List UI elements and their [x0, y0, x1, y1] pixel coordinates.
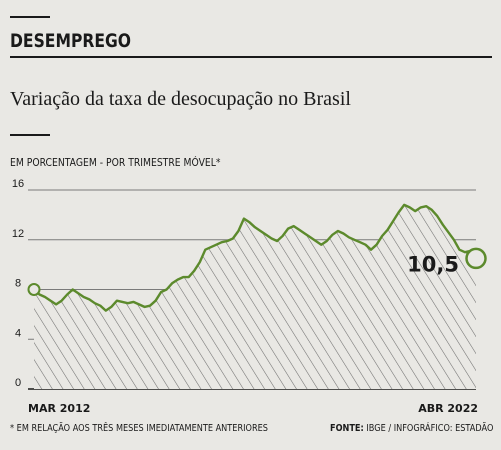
last-value-label: 10,5 — [407, 252, 459, 276]
end-point-marker — [465, 247, 487, 270]
y-tick-label-4: 4 — [15, 327, 21, 339]
source-credit: FONTE: IBGE / INFOGRÁFICO: ESTADÃO — [330, 423, 493, 434]
section-underline — [10, 56, 492, 58]
headline-rule — [10, 134, 50, 136]
series-line — [32, 203, 478, 312]
chart-headline: Variação da taxa de desocupação no Brasi… — [10, 88, 351, 110]
x-axis-end-label: ABR 2022 — [418, 402, 478, 415]
area-fill — [34, 204, 476, 389]
y-tick-label-12: 12 — [12, 228, 24, 240]
y-tick-label-8: 8 — [15, 278, 21, 290]
y-tick-label-0: 0 — [15, 377, 21, 389]
start-point-marker — [27, 283, 41, 296]
section-label: DESEMPREGO — [10, 30, 132, 52]
source-label: FONTE: — [330, 423, 364, 434]
x-axis-start-label: MAR 2012 — [28, 402, 90, 415]
y-tick-label-16: 16 — [12, 178, 24, 190]
top-rule — [10, 16, 50, 18]
footnote: * EM RELAÇÃO AOS TRÊS MESES IMEDIATAMENT… — [10, 423, 268, 434]
footnote-text: * EM RELAÇÃO AOS TRÊS MESES IMEDIATAMENT… — [10, 423, 268, 434]
unit-label: EM PORCENTAGEM - POR TRIMESTRE MÓVEL* — [10, 157, 221, 169]
source-text: IBGE / INFOGRÁFICO: ESTADÃO — [366, 423, 494, 434]
